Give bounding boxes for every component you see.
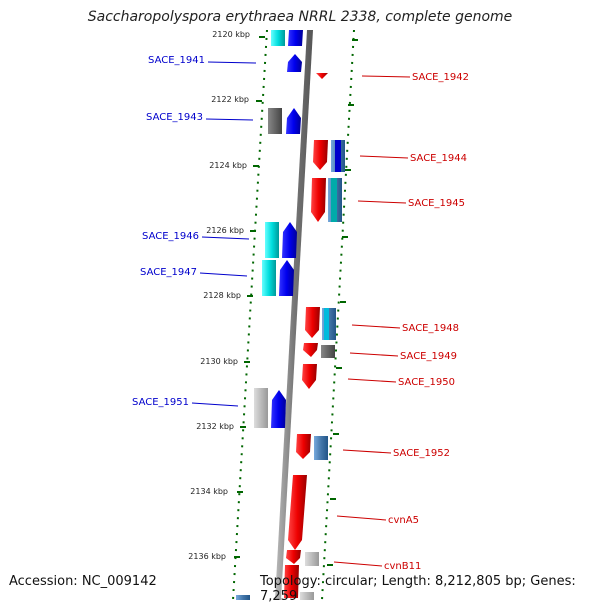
gene-label-sace-1948[interactable]: SACE_1948 bbox=[402, 323, 459, 334]
gene-arrow-reverse bbox=[303, 343, 318, 357]
gene-feature bbox=[331, 178, 337, 222]
gene-arrow-forward bbox=[282, 222, 297, 258]
gene-feature bbox=[324, 308, 329, 340]
gene-arrow-reverse bbox=[316, 73, 328, 79]
tick-label-2126: 2126 kbp bbox=[206, 226, 244, 235]
gene-feature bbox=[305, 552, 319, 566]
inner-dotted-ring bbox=[232, 29, 268, 600]
gene-feature bbox=[321, 345, 335, 358]
map-title: Saccharopolyspora erythraea NRRL 2338, c… bbox=[87, 9, 513, 25]
gene-feature bbox=[300, 592, 314, 600]
gene-feature bbox=[335, 140, 341, 172]
gene-arrow-reverse bbox=[302, 364, 317, 389]
genome-backbone bbox=[275, 30, 313, 600]
gene-label-cvna5[interactable]: cvnA5 bbox=[388, 515, 419, 526]
gene-label-sace-1946[interactable]: SACE_1946 bbox=[142, 231, 199, 242]
gene-arrow-forward bbox=[288, 30, 303, 46]
gene-arrow-forward bbox=[286, 108, 301, 134]
tick-label-2134: 2134 kbp bbox=[190, 487, 228, 496]
tick-label-2132: 2132 kbp bbox=[196, 422, 234, 431]
gene-arrow-reverse bbox=[284, 565, 299, 598]
gene-feature bbox=[314, 436, 328, 460]
gene-arrow-reverse bbox=[286, 550, 301, 564]
gene-arrow-reverse bbox=[288, 475, 307, 550]
left-leader-lines bbox=[191, 61, 257, 407]
tick-label-2130: 2130 kbp bbox=[200, 357, 238, 366]
gene-label-sace-1949[interactable]: SACE_1949 bbox=[400, 351, 457, 362]
gene-feature bbox=[265, 222, 279, 258]
tick-label-2128: 2128 kbp bbox=[203, 291, 241, 300]
gene-arrow-forward bbox=[271, 390, 286, 428]
gene-label-sace-1941[interactable]: SACE_1941 bbox=[148, 55, 205, 66]
gene-arrow-forward bbox=[287, 54, 302, 72]
kbp-tick-marks bbox=[234, 36, 358, 566]
gene-feature bbox=[268, 108, 282, 134]
gene-label-sace-1947[interactable]: SACE_1947 bbox=[140, 267, 197, 278]
gene-label-sace-1952[interactable]: SACE_1952 bbox=[393, 448, 450, 459]
tick-label-2120: 2120 kbp bbox=[212, 30, 250, 39]
gene-feature bbox=[236, 595, 250, 600]
gene-label-sace-1950[interactable]: SACE_1950 bbox=[398, 377, 455, 388]
tick-label-2122: 2122 kbp bbox=[211, 95, 249, 104]
gene-arrow-reverse bbox=[305, 307, 320, 338]
tick-label-2136: 2136 kbp bbox=[188, 552, 226, 561]
tick-label-2124: 2124 kbp bbox=[209, 161, 247, 170]
gene-feature bbox=[254, 388, 268, 428]
gene-label-sace-1951[interactable]: SACE_1951 bbox=[132, 397, 189, 408]
gene-label-sace-1943[interactable]: SACE_1943 bbox=[146, 112, 203, 123]
right-leader-lines bbox=[333, 75, 411, 567]
gene-arrow-reverse bbox=[313, 140, 328, 170]
gene-feature bbox=[271, 30, 285, 46]
gene-feature bbox=[262, 260, 276, 296]
gene-label-sace-1944[interactable]: SACE_1944 bbox=[410, 153, 467, 164]
gene-label-cvnb11[interactable]: cvnB11 bbox=[384, 561, 421, 572]
accession-text: Accession: NC_009142 bbox=[9, 574, 157, 589]
gene-arrow-forward bbox=[279, 260, 294, 296]
gene-arrow-reverse bbox=[296, 434, 311, 459]
gene-label-sace-1942[interactable]: SACE_1942 bbox=[412, 72, 469, 83]
gene-label-sace-1945[interactable]: SACE_1945 bbox=[408, 198, 465, 209]
gene-arrow-reverse bbox=[311, 178, 326, 222]
